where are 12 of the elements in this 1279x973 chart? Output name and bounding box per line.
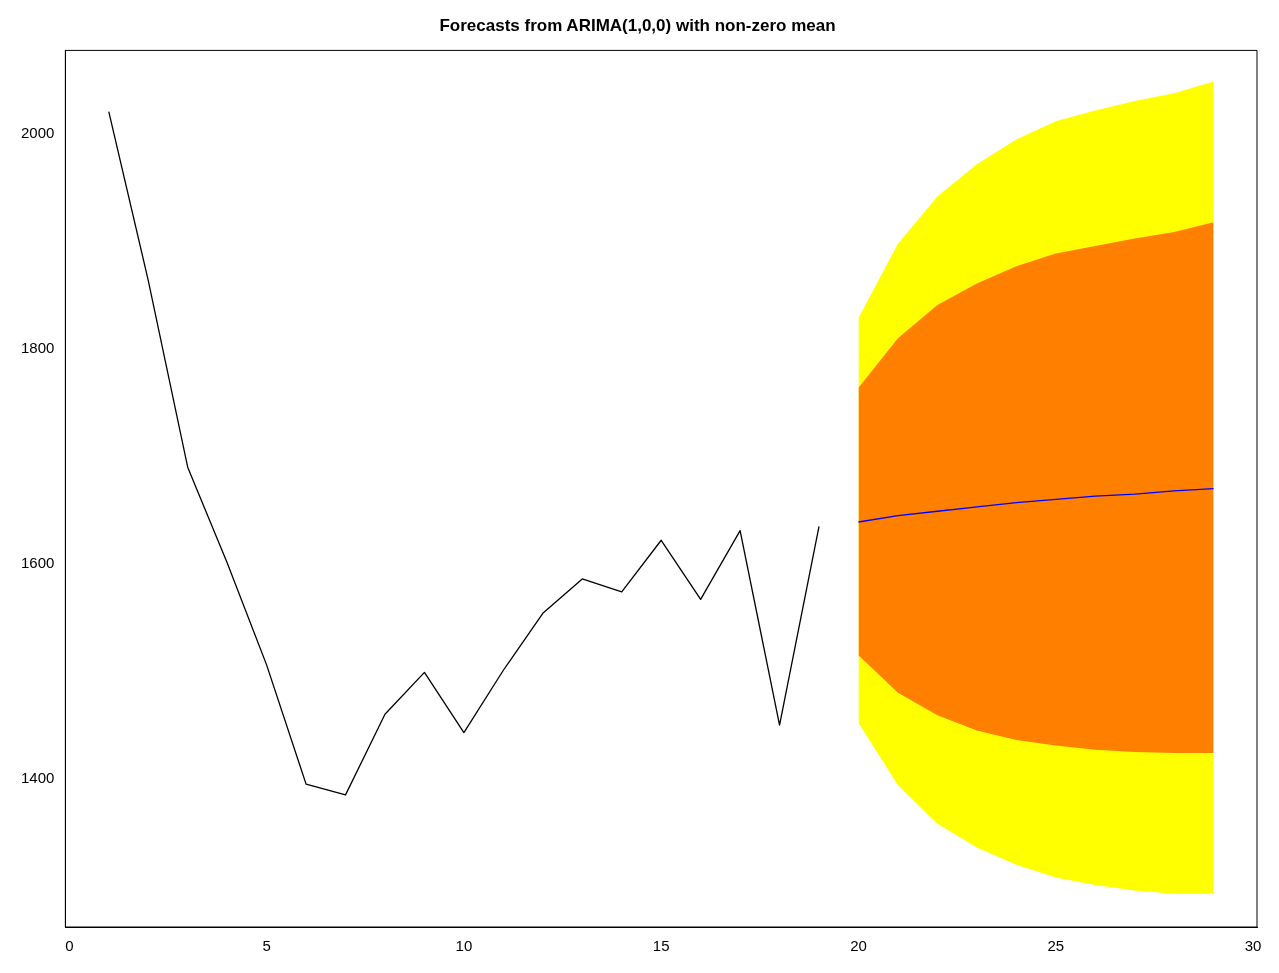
x-tick-label: 5: [262, 937, 271, 955]
x-tick-label: 10: [455, 937, 473, 955]
y-tick-label: 1400: [20, 768, 55, 786]
x-tick-label: 25: [1047, 937, 1065, 955]
y-tick-label: 2000: [20, 124, 55, 142]
x-tick-label: 0: [65, 937, 74, 955]
x-tick-label: 30: [1244, 937, 1262, 955]
y-tick-label: 1800: [20, 339, 55, 357]
chart-title: Forecasts from ARIMA(1,0,0) with non-zero mean: [439, 15, 836, 35]
x-tick-label: 15: [652, 937, 670, 955]
x-tick-label: 20: [850, 937, 867, 955]
y-tick-label: 1600: [20, 554, 55, 572]
